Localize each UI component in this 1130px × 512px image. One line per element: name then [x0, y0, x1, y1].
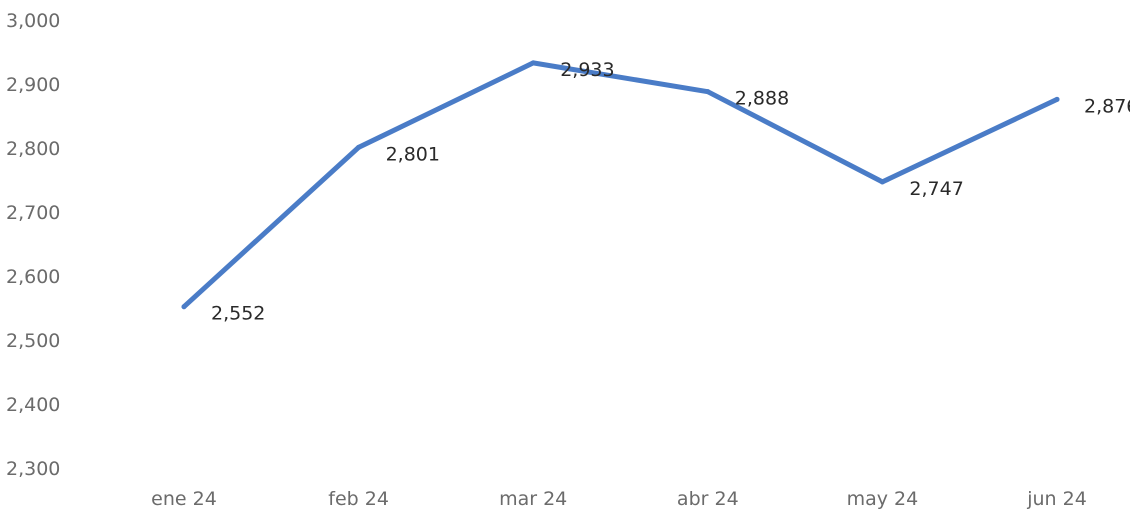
- data-point: [356, 144, 362, 150]
- y-tick-label: 2,500: [6, 330, 60, 352]
- data-point: [1054, 96, 1060, 102]
- data-point: [530, 60, 536, 66]
- data-label: 2,552: [211, 303, 265, 325]
- y-tick-label: 2,900: [6, 74, 60, 96]
- y-tick-label: 2,700: [6, 202, 60, 224]
- data-point: [181, 304, 187, 310]
- data-labels-group: 2,552 2,801 2,933 2,888 2,747 2,876: [211, 59, 1130, 325]
- x-tick-label: ene 24: [151, 488, 217, 510]
- data-label: 2,747: [909, 178, 963, 200]
- series-group: [181, 60, 1060, 310]
- x-tick-label: mar 24: [499, 488, 567, 510]
- y-tick-label: 2,400: [6, 394, 60, 416]
- y-tick-label: 2,300: [6, 458, 60, 480]
- x-tick-label: abr 24: [677, 488, 739, 510]
- x-tick-label: feb 24: [328, 488, 389, 510]
- series-line: [181, 60, 1060, 310]
- x-axis-labels: ene 24 feb 24 mar 24 abr 24 may 24 jun 24: [151, 488, 1087, 510]
- y-tick-label: 3,000: [6, 10, 60, 32]
- y-axis-labels: 2,300 2,400 2,500 2,600 2,700 2,800 2,900 3,000: [6, 10, 60, 480]
- y-tick-label: 2,800: [6, 138, 60, 160]
- data-point: [879, 179, 885, 185]
- x-tick-label: jun 24: [1026, 488, 1087, 510]
- data-point: [705, 89, 711, 95]
- data-label: 2,876: [1084, 95, 1130, 117]
- data-label: 2,801: [386, 143, 440, 165]
- data-label: 2,933: [560, 59, 614, 81]
- data-label: 2,888: [735, 88, 789, 110]
- y-tick-label: 2,600: [6, 266, 60, 288]
- x-tick-label: may 24: [847, 488, 919, 510]
